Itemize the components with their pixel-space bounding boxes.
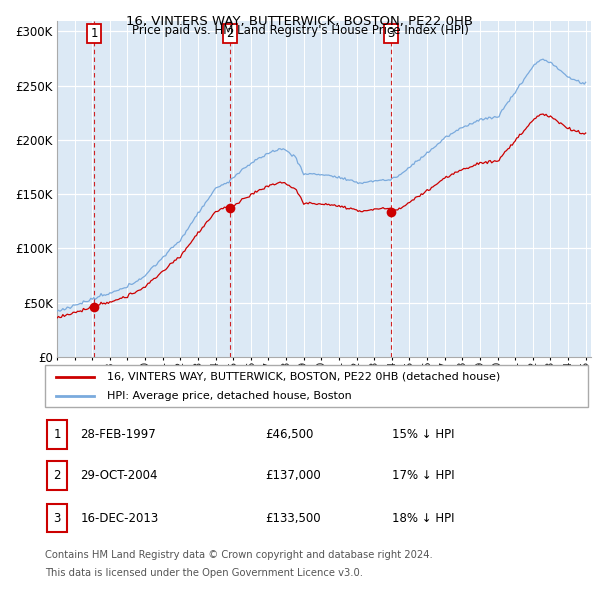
Text: £46,500: £46,500 [265,428,313,441]
FancyBboxPatch shape [47,461,67,490]
Text: Contains HM Land Registry data © Crown copyright and database right 2024.: Contains HM Land Registry data © Crown c… [45,550,433,560]
Text: £137,000: £137,000 [265,469,321,482]
Text: £133,500: £133,500 [265,512,321,525]
FancyBboxPatch shape [47,504,67,532]
Text: HPI: Average price, detached house, Boston: HPI: Average price, detached house, Bost… [107,392,352,401]
Text: 18% ↓ HPI: 18% ↓ HPI [392,512,454,525]
Text: 2: 2 [53,469,61,482]
Text: 16, VINTERS WAY, BUTTERWICK, BOSTON, PE22 0HB (detached house): 16, VINTERS WAY, BUTTERWICK, BOSTON, PE2… [107,372,500,382]
Text: Price paid vs. HM Land Registry's House Price Index (HPI): Price paid vs. HM Land Registry's House … [131,24,469,37]
Text: 3: 3 [53,512,61,525]
Text: 16-DEC-2013: 16-DEC-2013 [80,512,158,525]
Text: 28-FEB-1997: 28-FEB-1997 [80,428,156,441]
Text: 1: 1 [91,27,98,40]
Text: 3: 3 [388,27,395,40]
Text: 1: 1 [53,428,61,441]
Text: 29-OCT-2004: 29-OCT-2004 [80,469,158,482]
Text: 2: 2 [227,27,234,40]
Text: 16, VINTERS WAY, BUTTERWICK, BOSTON, PE22 0HB: 16, VINTERS WAY, BUTTERWICK, BOSTON, PE2… [127,15,473,28]
FancyBboxPatch shape [47,420,67,448]
Text: 15% ↓ HPI: 15% ↓ HPI [392,428,454,441]
Text: This data is licensed under the Open Government Licence v3.0.: This data is licensed under the Open Gov… [45,568,363,578]
FancyBboxPatch shape [45,365,588,407]
Text: 17% ↓ HPI: 17% ↓ HPI [392,469,454,482]
